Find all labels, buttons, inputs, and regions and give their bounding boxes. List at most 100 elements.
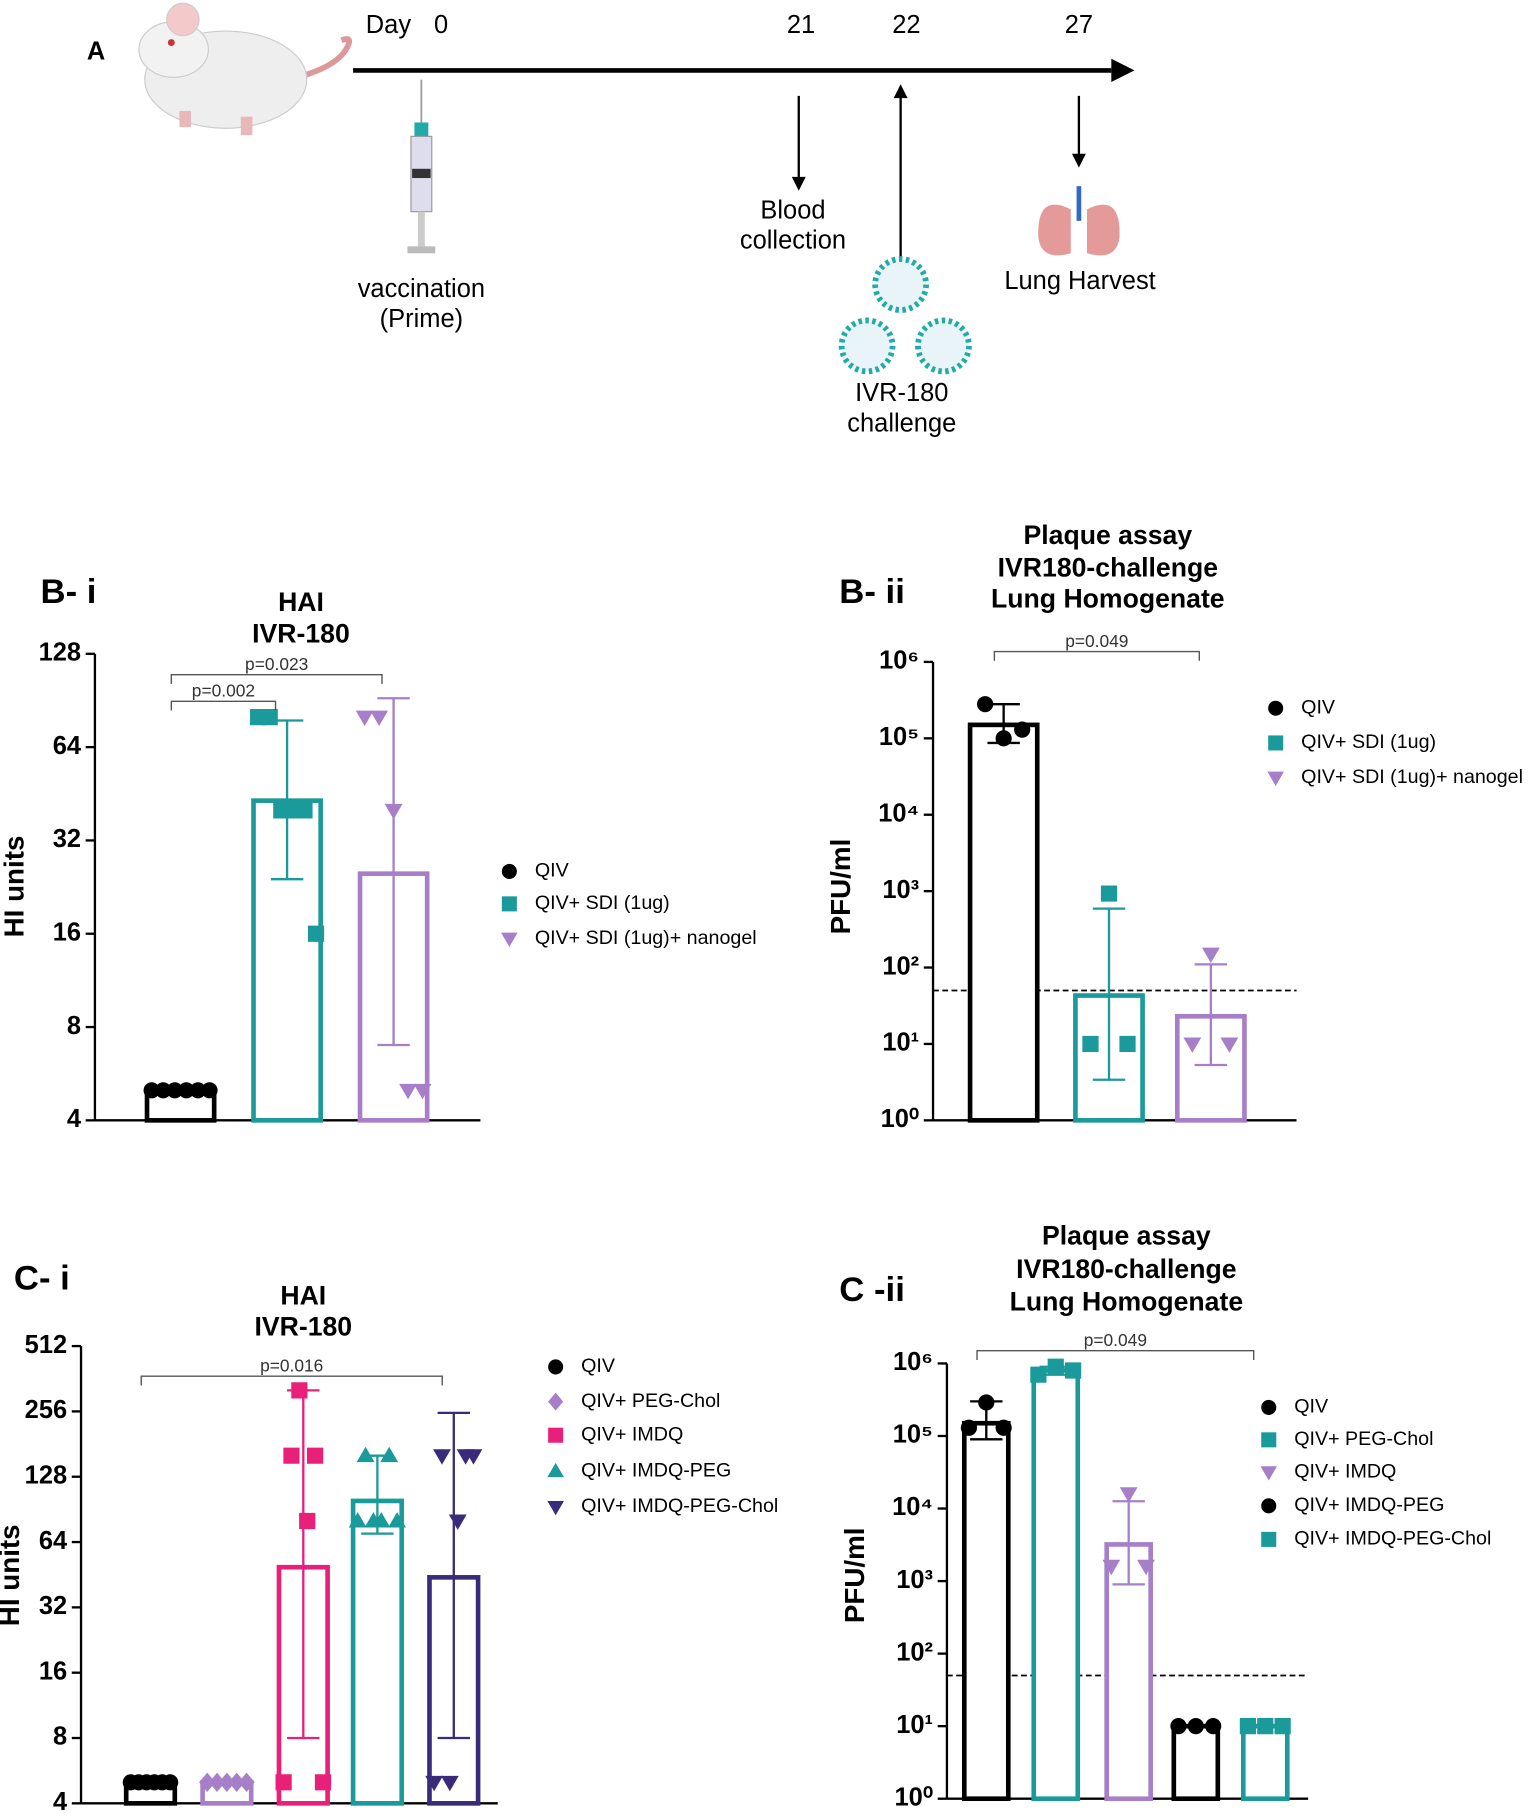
y-tick-label: 10⁵ [893, 1421, 933, 1449]
p-value: p=0.023 [245, 654, 308, 674]
y-tick-label: 10² [896, 1638, 933, 1666]
point [299, 1512, 316, 1530]
chart-title: IVR180-challenge [998, 552, 1218, 582]
legend-marker [547, 1462, 564, 1478]
significance-bracket [140, 1375, 443, 1386]
panel-a: A Day 0 21 22 27 vaccination (Prime) Blo… [87, 2, 1156, 437]
point [1047, 1358, 1064, 1375]
legend-label: QIV+ IMDQ-PEG [1294, 1494, 1444, 1516]
point [166, 1082, 183, 1099]
bar [1031, 1368, 1081, 1802]
p-value: p=0.016 [260, 1355, 323, 1375]
point [1119, 1035, 1136, 1053]
point [356, 1446, 375, 1463]
event-label: collection [740, 226, 846, 254]
point [1014, 721, 1031, 738]
point [201, 1082, 218, 1099]
point [314, 1774, 332, 1791]
legend-marker [1268, 700, 1284, 716]
event-label: (Prime) [380, 305, 463, 333]
y-tick-label: 512 [25, 1331, 67, 1359]
point [1102, 1559, 1121, 1576]
point [960, 1419, 978, 1436]
point [291, 1382, 308, 1399]
y-tick-label: 10¹ [882, 1029, 919, 1057]
p-value: p=0.002 [192, 681, 255, 701]
point [261, 708, 278, 726]
legend-label: QIV+ IMDQ [1294, 1460, 1396, 1482]
legend-label: QIV+ IMDQ [581, 1423, 683, 1445]
virus-illustration [838, 256, 972, 375]
panel-label: B- ii [839, 573, 905, 611]
event-label: Lung Harvest [1004, 267, 1155, 295]
point [296, 802, 313, 819]
event-label: IVR-180 [855, 379, 948, 407]
day-number: 21 [787, 11, 815, 39]
legend-marker [1260, 1466, 1278, 1481]
legend-marker [501, 896, 517, 912]
bar [961, 1420, 1011, 1802]
y-tick-label: 10³ [882, 876, 919, 904]
y-tick-label: 10⁰ [895, 1783, 934, 1811]
point [1274, 1718, 1291, 1735]
legend-marker [548, 1359, 564, 1375]
point [348, 1512, 367, 1528]
bar [350, 1498, 405, 1806]
legend-marker [1261, 1531, 1277, 1547]
point [155, 1082, 172, 1099]
chart-title: Lung Homogenate [991, 584, 1225, 614]
legend-marker [501, 863, 517, 879]
y-axis-label: HI units [0, 836, 30, 938]
point [1183, 1037, 1202, 1053]
legend-label: QIV [1301, 696, 1336, 718]
point [275, 1774, 292, 1791]
y-tick-label: 10⁶ [893, 1348, 933, 1376]
chart-title: IVR-180 [254, 1312, 352, 1342]
day-label: Day [366, 11, 412, 39]
point [1201, 947, 1220, 963]
legend-label: QIV+ PEG-Chol [1294, 1428, 1433, 1450]
point [440, 1775, 459, 1792]
point [1100, 885, 1118, 902]
significance-bracket [993, 650, 1200, 661]
chart-title: HAI [278, 587, 324, 617]
legend-label: QIV [535, 860, 570, 882]
point [1187, 1718, 1204, 1735]
y-tick-label: 10³ [896, 1566, 933, 1594]
y-axis-label: PFU/ml [825, 839, 856, 935]
chart-title: IVR180-challenge [1016, 1254, 1236, 1284]
legend-label: QIV+ SDI (1ug)+ nanogel [1301, 766, 1523, 788]
point [399, 1083, 417, 1100]
y-axis-label: PFU/ml [839, 1527, 870, 1623]
legend-label: QIV+ IMDQ-PEG [581, 1459, 731, 1481]
y-tick-label: 10⁰ [881, 1105, 920, 1133]
point [448, 1514, 467, 1530]
bar [1104, 1542, 1153, 1802]
point [178, 1082, 195, 1099]
day-number: 27 [1065, 11, 1093, 39]
lung-illustration [1038, 186, 1120, 256]
event-label: Blood [760, 196, 825, 224]
legend-marker [1261, 1432, 1277, 1448]
legend-label: QIV+ PEG-Chol [581, 1390, 720, 1412]
legend-marker [548, 1392, 564, 1411]
y-tick-label: 64 [39, 1527, 68, 1555]
point [1205, 1718, 1222, 1735]
y-tick-label: 4 [67, 1105, 82, 1133]
y-tick-label: 4 [53, 1788, 68, 1816]
legend-marker [548, 1427, 564, 1443]
chart-title: Plaque assay [1042, 1220, 1211, 1250]
y-tick-label: 16 [53, 918, 81, 946]
legend-label: QIV [581, 1355, 616, 1377]
chart-title: Plaque assay [1024, 520, 1193, 550]
point [977, 696, 994, 713]
mouse-illustration [138, 2, 353, 136]
day-number: 0 [434, 11, 448, 39]
y-tick-label: 128 [39, 639, 81, 667]
point [1082, 1035, 1099, 1053]
legend-label: QIV+ IMDQ-PEG-Chol [581, 1495, 778, 1517]
point [380, 1446, 399, 1463]
panel-label: C- i [14, 1259, 70, 1297]
